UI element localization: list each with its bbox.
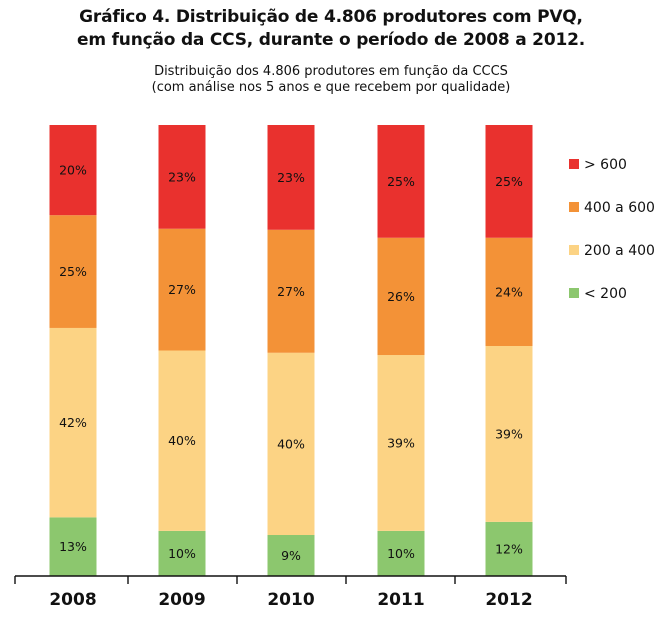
bar-2011-200-a-400	[377, 355, 425, 531]
bar-2009-400-a-600	[158, 228, 206, 351]
bar-2011-400-a-600	[377, 237, 425, 356]
data-label-2010-200-a-400: 40%	[277, 436, 305, 451]
bar-2010-200-a-400	[267, 352, 315, 535]
x-tick-label-2012: 2012	[485, 590, 532, 610]
bar-2012-600	[485, 125, 533, 238]
bar-2008-400-a-600	[49, 215, 97, 328]
data-label-2012-600: 25%	[495, 174, 523, 189]
data-label-2012-200: 12%	[495, 541, 523, 556]
data-label-2008-400-a-600: 25%	[59, 264, 87, 279]
data-label-2009-200-a-400: 40%	[168, 433, 196, 448]
data-label-2008-200: 13%	[59, 539, 87, 554]
bar-2008-200	[49, 517, 97, 576]
data-label-2011-200: 10%	[387, 546, 415, 561]
bar-2009-600	[158, 125, 206, 229]
data-label-2009-200: 10%	[168, 546, 196, 561]
data-label-2008-200-a-400: 42%	[59, 415, 87, 430]
data-label-2011-400-a-600: 26%	[387, 289, 415, 304]
data-label-2012-400-a-600: 24%	[495, 284, 523, 299]
data-label-2009-400-a-600: 27%	[168, 282, 196, 297]
x-axis: 2008 2009 2010 2011 2012	[14, 575, 567, 610]
chart-title: Gráfico 4. Distribuição de 4.806 produto…	[0, 6, 662, 52]
bar-2009-200-a-400	[158, 350, 206, 531]
data-label-2011-200-a-400: 39%	[387, 435, 415, 450]
legend-label-200: < 200	[584, 286, 627, 302]
data-label-2011-600: 25%	[387, 174, 415, 189]
bar-2012-200-a-400	[485, 345, 533, 522]
bar-2009-200	[158, 530, 206, 576]
bar-2011-200	[377, 530, 425, 576]
bar-2010-400-a-600	[267, 229, 315, 353]
legend-swatch-600	[569, 159, 579, 169]
x-tick-label-2009: 2009	[158, 590, 205, 610]
x-tick-label-2010: 2010	[267, 590, 314, 610]
bar-2008-600	[49, 125, 97, 216]
x-tick-label-2008: 2008	[49, 590, 96, 610]
bar-2010-200	[267, 535, 315, 576]
legend-swatch-400-a-600	[569, 202, 579, 212]
data-label-2010-600: 23%	[277, 170, 305, 185]
legend-swatch-200	[569, 288, 579, 298]
data-label-2010-200: 9%	[281, 548, 301, 563]
bar-2010-600	[267, 125, 315, 230]
legend-label-600: > 600	[584, 157, 627, 173]
bar-2008-200-a-400	[49, 327, 97, 518]
bar-2012-400-a-600	[485, 237, 533, 346]
chart-title-line-1: Gráfico 4. Distribuição de 4.806 produto…	[79, 7, 583, 27]
bar-2011-600	[377, 125, 425, 238]
legend-label-200-a-400: 200 a 400	[584, 243, 655, 259]
legend-label-400-a-600: 400 a 600	[584, 200, 655, 216]
x-tick-label-2011: 2011	[377, 590, 424, 610]
legend: > 600 400 a 600 200 a 400 < 200	[569, 157, 655, 302]
data-label-2010-400-a-600: 27%	[277, 284, 305, 299]
chart-subtitle: Distribuição dos 4.806 produtores em fun…	[0, 64, 662, 96]
legend-swatch-200-a-400	[569, 245, 579, 255]
data-label-2008-600: 20%	[59, 163, 87, 178]
chart-subtitle-line-2: (com análise nos 5 anos e que recebem po…	[151, 80, 511, 95]
chart-title-line-2: em função da CCS, durante o período de 2…	[77, 30, 585, 50]
data-label-2012-200-a-400: 39%	[495, 426, 523, 441]
data-label-2009-600: 23%	[168, 169, 196, 184]
bars-group: 13% 42% 25% 20% 10% 40% 27% 23% 9% 40% 27% 23% 10% 39…	[49, 125, 533, 576]
chart-subtitle-line-1: Distribuição dos 4.806 produtores em fun…	[154, 64, 508, 79]
bar-2012-200	[485, 521, 533, 576]
